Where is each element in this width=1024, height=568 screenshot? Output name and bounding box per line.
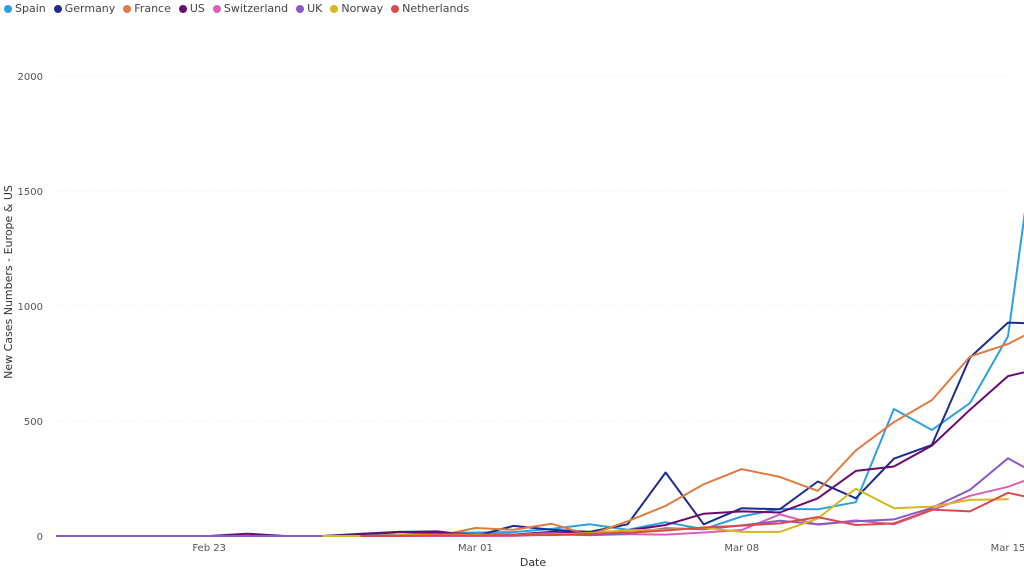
series-line-netherlands	[360, 491, 1024, 537]
y-tick-label: 1500	[18, 187, 43, 198]
series-layer	[56, 211, 1024, 537]
x-tick-label: Mar 15	[991, 543, 1024, 554]
series-line-france	[56, 334, 1024, 537]
legend-dot-icon	[4, 4, 12, 13]
legend-item-switzerland[interactable]: Switzerland	[212, 2, 289, 15]
legend-item-uk[interactable]: UK	[296, 2, 322, 15]
legend-dot-icon	[123, 4, 132, 13]
legend-label: Netherlands	[402, 2, 470, 15]
legend-dot-icon	[330, 4, 339, 13]
legend-item-france[interactable]: France	[123, 2, 171, 15]
series-line-germany	[56, 321, 1024, 537]
y-tick-label: 1000	[18, 302, 43, 313]
legend-label: US	[189, 2, 205, 15]
legend-item-netherlands[interactable]: Netherlands	[391, 2, 469, 15]
legend-dot-icon	[212, 4, 221, 13]
legend-label: Norway	[341, 2, 384, 15]
legend-dot-icon	[53, 4, 62, 13]
legend-label: Spain	[15, 2, 46, 15]
legend-label: UK	[307, 2, 323, 15]
y-axis-title: New Cases Numbers - Europe & US	[2, 185, 15, 379]
chart-legend: Spain Germany France US Switzerland UK Norway N…	[4, 2, 469, 15]
legend-label: Switzerland	[223, 2, 289, 15]
legend-label: France	[134, 2, 171, 15]
x-axis-title: Date	[520, 556, 547, 568]
x-tick-label: Mar 08	[724, 543, 759, 554]
y-tick-label: 500	[24, 417, 43, 428]
grid-layer	[57, 75, 1008, 537]
y-tick-label: 0	[37, 532, 43, 543]
series-line-norway	[322, 487, 1009, 537]
legend-item-spain[interactable]: Spain	[4, 2, 46, 15]
legend-dot-icon	[178, 4, 187, 13]
x-tick-labels: Feb 23 Mar 01 Mar 08 Mar 15	[192, 543, 1024, 554]
y-tick-label: 2000	[18, 72, 43, 83]
legend-dot-icon	[296, 4, 305, 13]
x-tick-label: Feb 23	[192, 543, 226, 554]
legend-item-germany[interactable]: Germany	[53, 2, 116, 15]
legend-dot-icon	[391, 4, 400, 13]
legend-item-us[interactable]: US	[178, 2, 205, 15]
legend-label: Germany	[64, 2, 116, 15]
x-tick-label: Mar 01	[458, 543, 493, 554]
legend-item-norway[interactable]: Norway	[330, 2, 383, 15]
series-line-us	[56, 371, 1024, 537]
y-tick-labels: 0 500 1000 1500 2000	[18, 72, 43, 543]
series-line-spain	[94, 211, 1024, 537]
